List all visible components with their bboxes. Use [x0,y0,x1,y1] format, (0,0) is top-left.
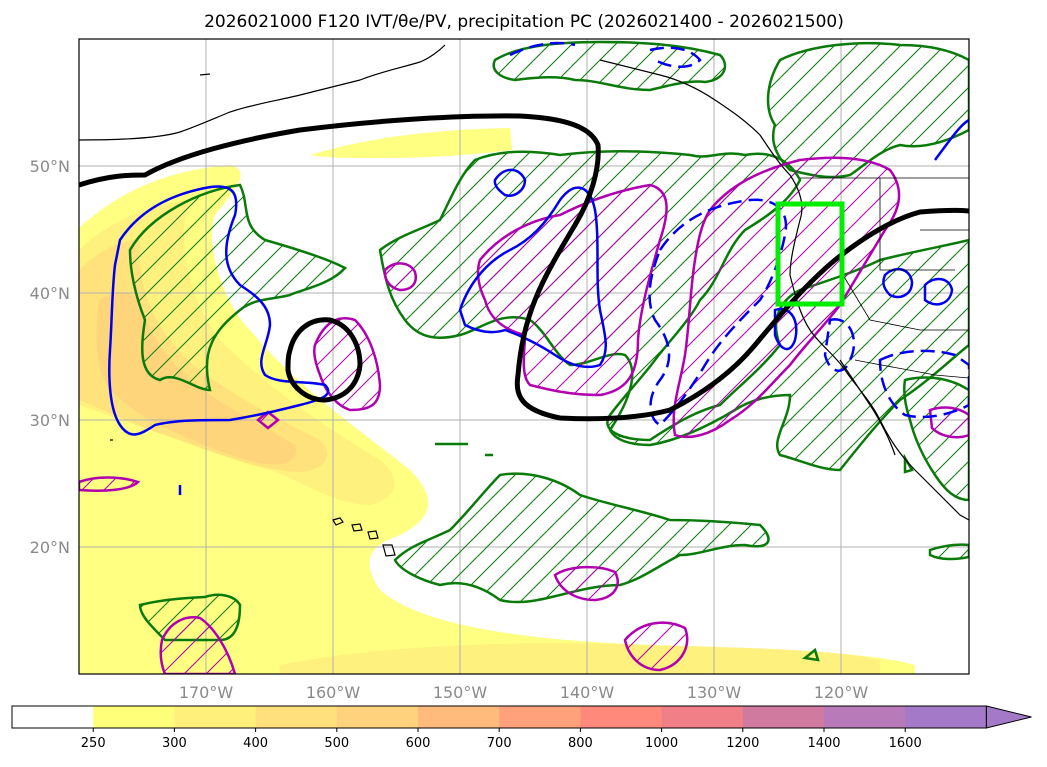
green-region-west [128,183,347,392]
coastline-na-west [789,174,969,521]
colorbar-segment [255,706,338,728]
colorbar-tick-label: 300 [162,736,187,751]
blue-solid-east1 [882,267,914,299]
blue-solid-small [493,168,527,197]
colorbar-segment [93,706,175,728]
border-state-1 [879,178,955,271]
colorbar-segment [824,706,906,728]
colorbar-tick-label: 1400 [807,736,840,751]
lon-tick-120w: 120°W [814,683,869,702]
border-state-4 [839,269,969,331]
colorbar-segment [905,706,987,728]
magenta-region-west-edge [79,476,141,492]
colorbar-segment [174,706,257,728]
ivt-contour-300-south [280,643,880,674]
green-region-alaska [492,40,727,92]
coastline-alaska [79,44,791,176]
figure-title: 2026021000 F120 IVT/θe/PV, precipitation… [204,12,844,32]
lat-tick-40: 40°N [30,284,70,303]
colorbar-tick-label: 700 [487,736,512,751]
colorbar-segment [12,706,94,728]
black-contour-north [79,113,969,422]
border-us-mexico [854,359,969,379]
black-contour-ring [285,317,363,403]
lat-tick-30: 30°N [30,411,70,430]
colorbar-segment [661,706,744,728]
lon-tick-170w: 170°W [179,683,234,702]
lon-tick-150w: 150°W [433,683,488,702]
magenta-region-small [383,262,417,292]
lat-tick-labels: 20°N 30°N 40°N 50°N [30,157,70,557]
black-thick-contours [79,113,969,422]
green-region-small-se [928,543,969,561]
green-small-features [435,442,914,662]
colorbar-segment [418,706,500,728]
blue-dashed-north [509,41,702,68]
blue-dashed-se [878,349,969,419]
island-1 [199,73,211,76]
green-dash-4 [903,453,914,474]
lat-tick-50: 50°N [30,157,70,176]
colorbar-tick-label: 250 [81,736,106,751]
hawaii-2 [351,523,363,532]
colorbar-segment [742,706,825,728]
blue-dashed-coast [823,318,856,372]
ivt-contour-250-north [310,128,512,158]
blue-solid-east3 [933,118,969,161]
coastlines [79,44,969,557]
hawaii-3 [367,530,379,540]
blue-solid-west [108,185,330,436]
magenta-region-ring [312,317,382,412]
magenta-region-east-small [928,406,969,439]
colorbar-tick-label: 400 [243,736,268,751]
magenta-region-south2 [623,621,689,672]
colorbar-tick-label: 800 [568,736,593,751]
lon-tick-160w: 160°W [306,683,361,702]
hawaii-1 [332,517,344,526]
colorbar-tick-label: 1000 [645,736,678,751]
lat-tick-20: 20°N [30,538,70,557]
magenta-region-south1 [553,565,619,602]
green-dash-3 [801,647,820,662]
map-area [79,39,969,674]
highlight-box [775,201,845,307]
green-region-south [393,472,770,604]
colorbar-segment [580,706,663,728]
colorbar-segment [336,706,419,728]
hawaii-4 [382,544,396,557]
magenta-region-southwest [159,616,237,674]
map-frame [78,38,970,675]
colorbar-extend-arrow [985,705,1032,729]
colorbar-tick-label: 500 [324,736,349,751]
blue-dashed-contours [509,41,969,427]
green-region-northeast [766,41,969,179]
lon-tick-130w: 130°W [687,683,742,702]
lon-tick-labels: 170°W 160°W 150°W 140°W 130°W 120°W [179,683,869,702]
colorbar-segment [499,706,581,728]
magenta-region-central [476,183,668,397]
lon-tick-140w: 140°W [560,683,615,702]
colorbar: 250 300 400 500 600 700 800 1000 1200 1400 1600 [11,705,1032,751]
blue-solid-east2 [923,277,954,306]
colorbar-tick-label: 1200 [726,736,759,751]
magenta-region-tiny [255,410,281,430]
colorbar-tick-label: 600 [406,736,431,751]
blue-dashed-east [648,198,788,427]
colorbar-tick-label: 1600 [889,736,922,751]
coastline-baja [839,359,896,456]
